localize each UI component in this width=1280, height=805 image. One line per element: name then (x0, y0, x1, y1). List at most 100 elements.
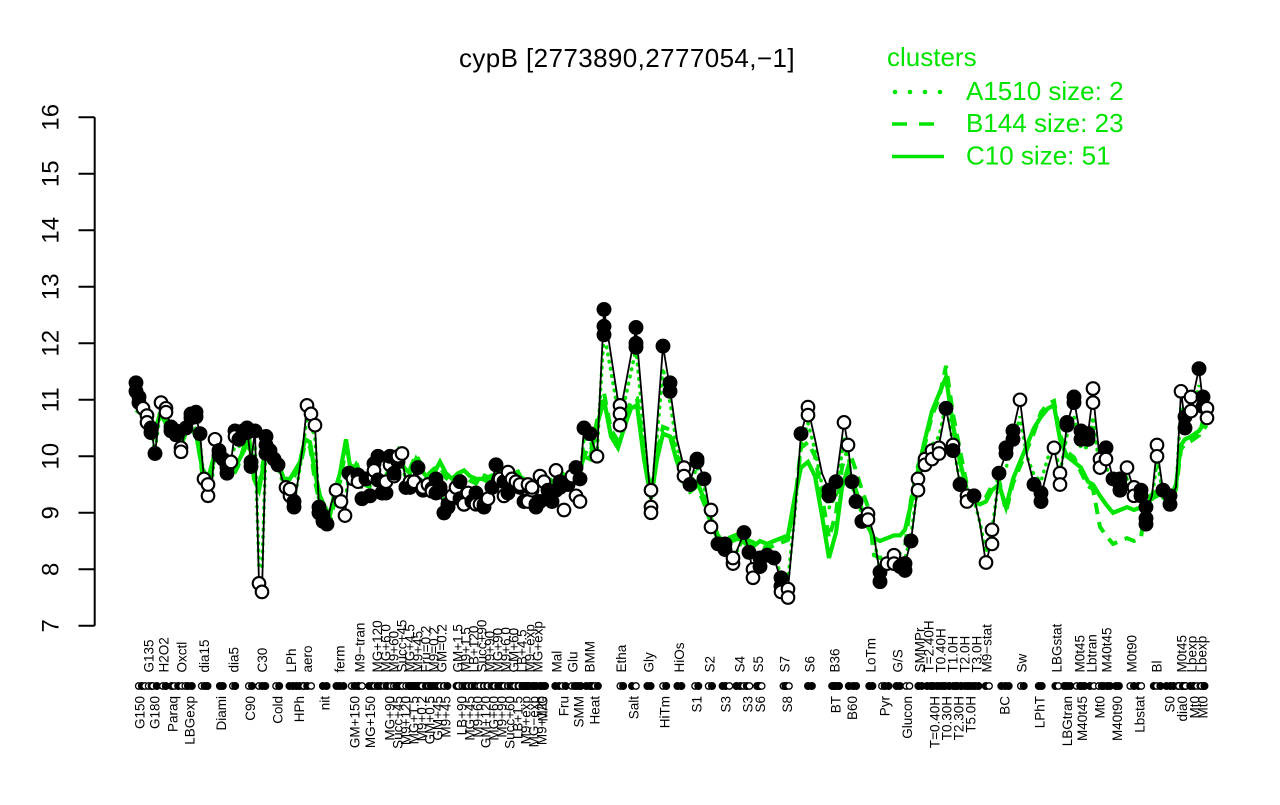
svg-text:T0.30H: T0.30H (940, 696, 955, 740)
svg-text:MG+90: MG+90 (383, 696, 398, 741)
svg-text:MG+1.5: MG+1.5 (407, 696, 422, 744)
svg-text:LBGstat: LBGstat (1050, 623, 1065, 672)
svg-text:Glu: Glu (566, 651, 581, 672)
svg-text:Mt0: Mt0 (1093, 696, 1108, 719)
svg-text:11: 11 (38, 387, 65, 412)
svg-text:Mt0: Mt0 (1188, 696, 1203, 719)
svg-text:ferm: ferm (333, 646, 348, 673)
svg-text:dia5: dia5 (227, 647, 242, 673)
svg-text:A1510 size: 2: A1510 size: 2 (966, 76, 1124, 106)
svg-text:M9=0.2: M9=0.2 (427, 627, 442, 672)
svg-text:Succ+60: Succ+60 (503, 696, 518, 749)
svg-text:GM+120: GM+120 (479, 696, 494, 748)
svg-text:C90: C90 (243, 696, 258, 721)
svg-text:HiTm: HiTm (658, 696, 673, 728)
svg-text:MG+45: MG+45 (463, 696, 478, 741)
svg-text:MG+exp: MG+exp (531, 621, 546, 672)
svg-text:Glucon: Glucon (900, 696, 915, 739)
svg-text:dia0: dia0 (1175, 696, 1190, 722)
svg-text:M9−tran: M9−tran (353, 623, 368, 673)
svg-text:7: 7 (38, 619, 65, 632)
svg-text:T0.40H: T0.40H (934, 628, 949, 672)
svg-text:M40t45: M40t45 (1100, 627, 1115, 672)
svg-text:GM+1.5: GM+1.5 (451, 624, 466, 672)
svg-text:Mal: Mal (550, 651, 565, 673)
svg-text:M9+exp: M9+exp (519, 696, 534, 744)
svg-text:M9+0.2: M9+0.2 (415, 696, 430, 741)
svg-text:S6: S6 (803, 656, 818, 673)
svg-text:Paraq: Paraq (166, 696, 181, 732)
svg-text:GM+60: GM+60 (507, 628, 522, 673)
svg-text:M0t45: M0t45 (1175, 635, 1190, 673)
svg-text:T=0.40H: T=0.40H (928, 696, 943, 748)
svg-text:LPhT: LPhT (1033, 696, 1048, 728)
svg-text:M/G: M/G (536, 696, 551, 722)
svg-text:M9+90: M9+90 (483, 631, 498, 673)
svg-text:M9−stat: M9−stat (980, 624, 995, 673)
svg-text:LPh: LPh (284, 648, 299, 672)
svg-text:Lbtran: Lbtran (1085, 634, 1100, 672)
svg-text:aero: aero (300, 645, 315, 672)
svg-text:8: 8 (38, 563, 65, 576)
svg-text:C30: C30 (255, 648, 270, 673)
svg-text:MG+60: MG+60 (487, 696, 502, 741)
svg-text:MG−exp: MG−exp (527, 696, 542, 747)
svg-text:T=2.40H: T=2.40H (922, 620, 937, 672)
svg-text:LB+90: LB+90 (455, 696, 470, 735)
svg-text:Succ+45: Succ+45 (391, 696, 406, 749)
svg-text:Oxctl: Oxctl (175, 642, 190, 673)
svg-text:S2: S2 (703, 656, 718, 673)
svg-text:M9+1.5: M9+1.5 (459, 627, 474, 672)
svg-text:T2.30H: T2.30H (952, 696, 967, 740)
svg-text:BMM: BMM (583, 641, 598, 673)
svg-text:MG+120: MG+120 (370, 620, 385, 672)
svg-text:M9+60: M9+60 (387, 631, 402, 673)
svg-text:Pyr: Pyr (878, 695, 893, 716)
svg-text:M9+120: M9+120 (399, 696, 414, 745)
svg-text:G180: G180 (148, 696, 163, 729)
svg-text:M0t90: M0t90 (1125, 635, 1140, 673)
svg-text:B60: B60 (845, 696, 860, 720)
svg-text:M9+60: M9+60 (471, 696, 486, 738)
svg-text:Heat: Heat (588, 696, 603, 725)
svg-text:nit: nit (318, 696, 333, 711)
svg-text:12: 12 (38, 330, 65, 357)
svg-text:Lbexp: Lbexp (1195, 636, 1210, 673)
svg-text:14: 14 (38, 217, 65, 244)
svg-text:clusters: clusters (887, 42, 977, 72)
svg-text:S1: S1 (690, 696, 705, 713)
svg-text:LBGtran: LBGtran (1060, 696, 1075, 746)
svg-text:LB+120: LB+120 (467, 626, 482, 673)
svg-text:GM=0.2: GM=0.2 (435, 624, 450, 672)
svg-text:G/S: G/S (891, 649, 906, 672)
svg-text:Cold: Cold (271, 696, 286, 724)
svg-text:HiOs: HiOs (672, 642, 687, 672)
svg-text:LBGexp: LBGexp (183, 696, 198, 745)
svg-text:S3: S3 (741, 696, 756, 713)
svg-text:dia15: dia15 (197, 639, 212, 672)
svg-text:MG+90: MG+90 (491, 628, 506, 673)
svg-text:GM+45: GM+45 (431, 696, 446, 741)
svg-text:Salt: Salt (627, 696, 642, 720)
svg-text:Mt0: Mt0 (1196, 696, 1211, 719)
svg-text:Fru=0.2: Fru=0.2 (419, 626, 434, 673)
svg-text:Lbstat: Lbstat (1133, 696, 1148, 733)
svg-text:M9+45: M9+45 (439, 696, 454, 738)
svg-text:Succ+90: Succ+90 (475, 620, 490, 673)
svg-text:SMMPr: SMMPr (913, 627, 928, 673)
svg-text:G150: G150 (133, 696, 148, 729)
svg-text:T1.0H: T1.0H (946, 636, 961, 673)
svg-text:M9−exp: M9−exp (523, 624, 538, 672)
svg-text:MG+4.5: MG+4.5 (403, 624, 418, 672)
svg-text:Diami: Diami (214, 696, 229, 731)
svg-text:S3: S3 (719, 696, 734, 713)
svg-text:Etha: Etha (614, 644, 629, 672)
svg-text:B36: B36 (828, 648, 843, 672)
svg-text:9: 9 (38, 506, 65, 519)
svg-text:S8: S8 (780, 696, 795, 713)
svg-text:LoTm: LoTm (864, 638, 879, 673)
svg-text:cypB [2773890,2777054,−1]: cypB [2773890,2777054,−1] (459, 43, 795, 73)
svg-text:10: 10 (38, 443, 65, 470)
svg-text:M9+6.0: M9+6.0 (499, 627, 514, 672)
svg-text:M40t90: M40t90 (1110, 696, 1125, 741)
